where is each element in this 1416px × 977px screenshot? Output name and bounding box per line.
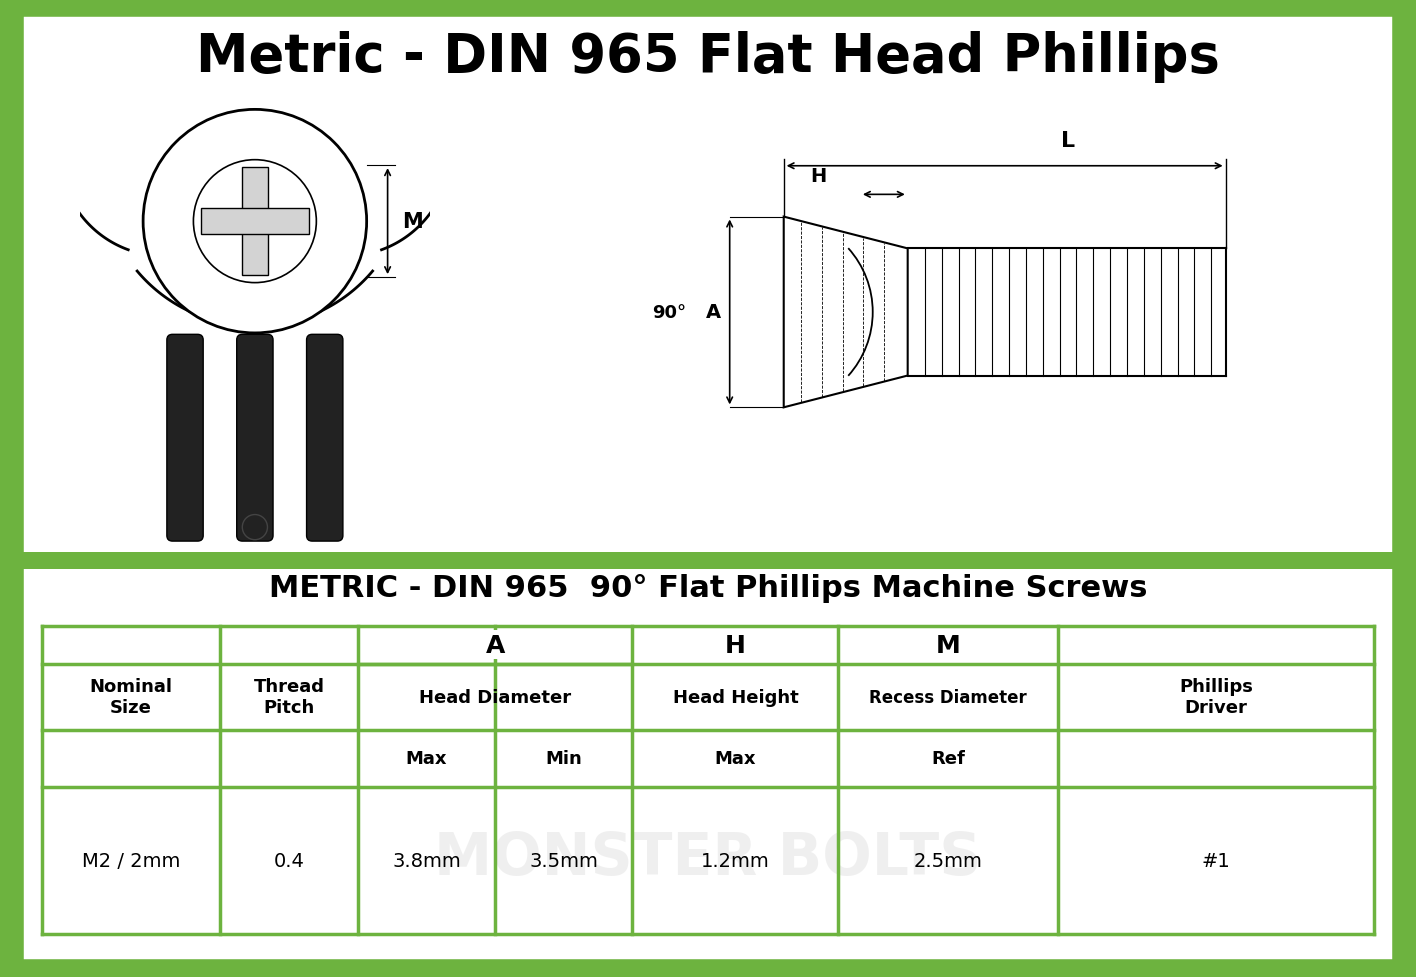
FancyBboxPatch shape (236, 335, 273, 541)
Bar (21, 552, 1395, 569)
Text: M: M (867, 303, 885, 322)
Text: M2 / 2mm: M2 / 2mm (82, 851, 180, 870)
Text: A: A (486, 633, 504, 657)
Text: M: M (936, 633, 960, 657)
Text: Ref: Ref (932, 749, 966, 768)
Text: 3.8mm: 3.8mm (392, 851, 460, 870)
Text: Min: Min (545, 749, 582, 768)
Circle shape (143, 110, 367, 333)
Text: H: H (725, 633, 746, 657)
Polygon shape (201, 209, 309, 235)
Text: M: M (402, 212, 422, 232)
Circle shape (194, 160, 316, 283)
Text: Nominal
Size: Nominal Size (89, 678, 173, 716)
Text: Recess Diameter: Recess Diameter (869, 688, 1027, 706)
Text: L: L (1061, 131, 1075, 150)
FancyBboxPatch shape (307, 335, 343, 541)
Text: 1.2mm: 1.2mm (701, 851, 770, 870)
Polygon shape (242, 168, 268, 276)
Text: 2.5mm: 2.5mm (913, 851, 983, 870)
Text: Max: Max (715, 749, 756, 768)
Polygon shape (783, 218, 908, 408)
Text: Metric - DIN 965 Flat Head Phillips: Metric - DIN 965 Flat Head Phillips (195, 31, 1221, 83)
Text: 3.5mm: 3.5mm (530, 851, 598, 870)
Text: METRIC - DIN 965  90° Flat Phillips Machine Screws: METRIC - DIN 965 90° Flat Phillips Machi… (269, 573, 1147, 603)
Text: MONSTER BOLTS: MONSTER BOLTS (435, 829, 981, 886)
Text: Head Diameter: Head Diameter (419, 688, 571, 706)
Text: Head Height: Head Height (673, 688, 799, 706)
Text: A: A (707, 303, 721, 322)
Text: M: M (936, 633, 960, 657)
Text: Max: Max (405, 749, 447, 768)
Text: 0.4: 0.4 (273, 851, 304, 870)
FancyBboxPatch shape (167, 335, 202, 541)
Text: A: A (486, 633, 504, 657)
Text: H: H (810, 167, 827, 186)
Text: Thread
Pitch: Thread Pitch (253, 678, 324, 716)
Text: H: H (725, 633, 746, 657)
Text: 90°: 90° (653, 304, 687, 321)
Text: #1: #1 (1202, 851, 1231, 870)
Text: Phillips
Driver: Phillips Driver (1180, 678, 1253, 716)
